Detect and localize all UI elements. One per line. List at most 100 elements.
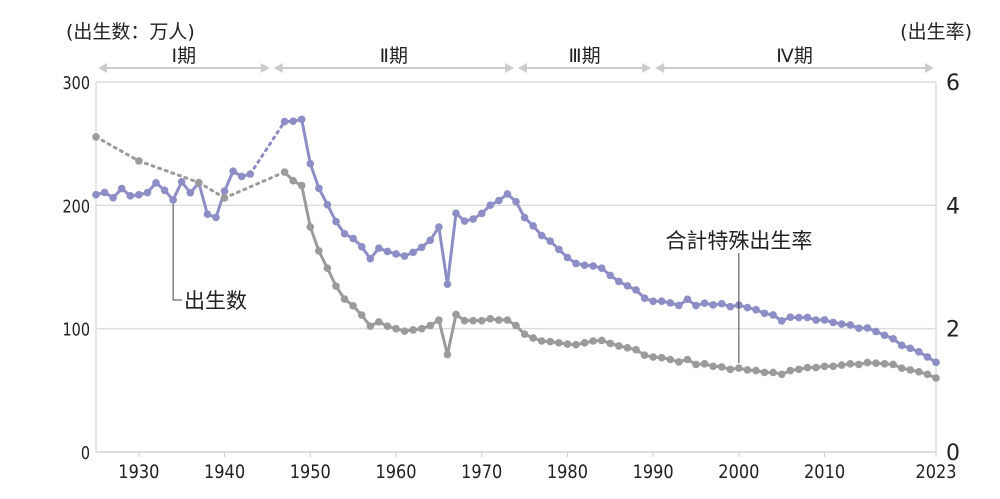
data-point: [752, 367, 760, 375]
data-point: [932, 359, 940, 367]
data-point: [332, 218, 340, 226]
x-tick-label: 1970: [461, 462, 502, 484]
data-point: [306, 160, 314, 168]
arrow-right-icon: [925, 63, 934, 73]
data-point: [384, 322, 392, 330]
data-point: [778, 371, 786, 379]
data-point: [795, 366, 803, 374]
data-point: [598, 264, 606, 272]
data-point: [418, 325, 426, 333]
data-point: [744, 304, 752, 312]
data-point: [624, 282, 632, 290]
data-point: [864, 359, 872, 367]
grid: [96, 82, 936, 457]
data-point: [641, 351, 649, 359]
data-point: [615, 278, 623, 286]
data-point: [298, 116, 306, 124]
data-point: [932, 374, 940, 382]
data-point: [692, 302, 700, 310]
series-segment: [302, 119, 311, 163]
data-point: [409, 249, 417, 257]
data-point: [341, 295, 349, 303]
data-point: [246, 170, 254, 178]
data-point: [495, 316, 503, 324]
right-tick-label: 6: [946, 71, 960, 96]
data-point: [401, 252, 409, 260]
data-point: [684, 296, 692, 304]
data-point: [504, 190, 512, 198]
data-point: [461, 217, 469, 225]
data-point: [649, 353, 657, 361]
data-point: [572, 341, 580, 349]
data-point: [744, 366, 752, 374]
data-point: [529, 222, 537, 230]
x-tick-label: 1990: [633, 462, 674, 484]
data-point: [521, 214, 529, 222]
data-point: [598, 337, 606, 345]
data-point: [555, 246, 563, 254]
data-point: [444, 280, 452, 288]
x-tick-label: 1980: [547, 462, 588, 484]
arrow-left-icon: [98, 63, 107, 73]
data-point: [709, 362, 717, 370]
left-axis-label: (出生数：万人): [66, 21, 195, 43]
series-segment: [439, 227, 448, 284]
data-point: [375, 244, 383, 252]
data-point: [812, 316, 820, 324]
arrow-left-icon: [518, 63, 527, 73]
series-segment: [447, 314, 456, 354]
x-tick-label: 1960: [375, 462, 416, 484]
data-point: [469, 215, 477, 223]
data-point: [572, 260, 580, 268]
data-point: [872, 359, 880, 367]
data-point: [375, 318, 383, 326]
series-segment: [225, 172, 285, 198]
series-segment: [310, 164, 319, 189]
series-segment: [139, 161, 199, 183]
data-point: [152, 179, 160, 187]
data-point: [915, 348, 923, 356]
left-tick-label: 0: [81, 442, 90, 463]
data-point: [392, 325, 400, 333]
data-point: [761, 369, 769, 377]
series-segment: [302, 186, 311, 227]
data-point: [486, 315, 494, 323]
data-point: [829, 362, 837, 370]
births-label: 出生数: [184, 289, 247, 313]
data-point: [435, 316, 443, 324]
data-point: [409, 326, 417, 334]
data-point: [486, 201, 494, 209]
data-point: [452, 311, 460, 319]
period-label: Ⅱ期: [380, 45, 408, 67]
arrow-left-icon: [655, 63, 664, 73]
data-point: [632, 286, 640, 294]
data-point: [701, 299, 709, 307]
arrow-right-icon: [642, 63, 651, 73]
data-point: [135, 191, 143, 199]
data-point: [889, 335, 897, 343]
data-point: [606, 340, 614, 348]
data-point: [718, 300, 726, 308]
data-point: [846, 360, 854, 368]
right-axis-label: (出生率): [900, 21, 972, 43]
data-point: [786, 367, 794, 375]
data-point: [366, 255, 374, 263]
series-segment: [250, 122, 284, 174]
data-point: [838, 320, 846, 328]
data-point: [684, 356, 692, 364]
data-point: [632, 346, 640, 354]
data-point: [504, 316, 512, 324]
x-tick-label: 2023: [915, 462, 956, 484]
data-point: [675, 358, 683, 366]
series: [92, 116, 940, 382]
data-point: [358, 311, 366, 319]
data-point: [435, 223, 443, 231]
data-point: [692, 361, 700, 369]
data-point: [855, 324, 863, 332]
data-point: [804, 314, 812, 322]
data-point: [101, 189, 109, 197]
data-point: [324, 201, 332, 209]
